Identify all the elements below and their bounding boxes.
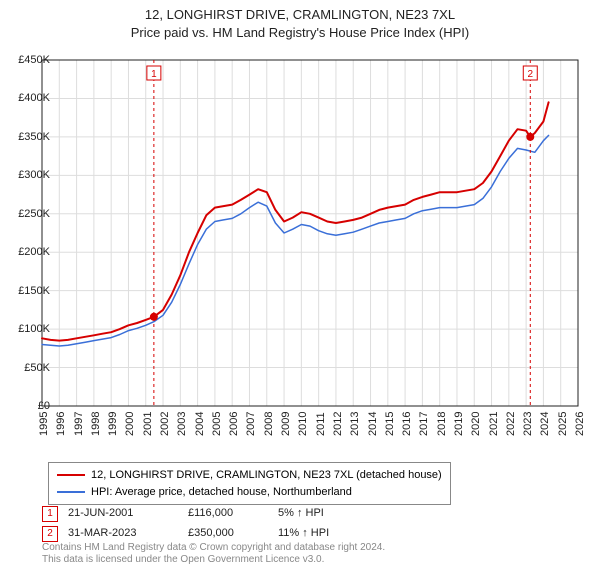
marker-box-1: 1 — [42, 506, 58, 522]
x-tick-label: 1995 — [38, 412, 50, 436]
y-tick-label: £250K — [18, 208, 50, 220]
marker-price-1: £116,000 — [188, 504, 268, 524]
y-tick-label: £0 — [38, 400, 50, 412]
legend-swatch-property — [57, 474, 85, 476]
x-tick-label: 1997 — [73, 412, 85, 436]
footer-line-1: Contains HM Land Registry data © Crown c… — [42, 542, 385, 554]
x-tick-label: 2012 — [332, 412, 344, 436]
x-tick-label: 2010 — [297, 412, 309, 436]
x-tick-label: 2013 — [349, 412, 361, 436]
y-tick-label: £350K — [18, 131, 50, 143]
marker-date-2: 31-MAR-2023 — [68, 524, 178, 544]
x-tick-label: 2000 — [124, 412, 136, 436]
chart-container: 12, LONGHIRST DRIVE, CRAMLINGTON, NE23 7… — [0, 6, 600, 566]
marker-table: 1 21-JUN-2001 £116,000 5% ↑ HPI 2 31-MAR… — [42, 504, 368, 544]
legend-item-hpi: HPI: Average price, detached house, Nort… — [57, 484, 442, 501]
y-tick-label: £50K — [24, 362, 50, 374]
x-tick-label: 2015 — [384, 412, 396, 436]
x-tick-label: 1996 — [55, 412, 67, 436]
x-tick-label: 2011 — [315, 412, 327, 436]
x-tick-label: 2019 — [453, 412, 465, 436]
x-tick-label: 2014 — [367, 412, 379, 436]
marker-box-2: 2 — [42, 526, 58, 542]
footer: Contains HM Land Registry data © Crown c… — [42, 542, 385, 566]
x-tick-label: 2017 — [418, 412, 430, 436]
title-line-2: Price paid vs. HM Land Registry's House … — [0, 24, 600, 42]
x-tick-label: 2025 — [557, 412, 569, 436]
svg-text:1: 1 — [151, 69, 157, 80]
legend-label-hpi: HPI: Average price, detached house, Nort… — [91, 484, 352, 501]
footer-line-2: This data is licensed under the Open Gov… — [42, 554, 385, 566]
x-tick-label: 2001 — [142, 412, 154, 436]
legend: 12, LONGHIRST DRIVE, CRAMLINGTON, NE23 7… — [48, 462, 451, 505]
x-tick-label: 1999 — [107, 412, 119, 436]
x-tick-label: 2021 — [488, 412, 500, 436]
x-tick-label: 2024 — [539, 412, 551, 436]
chart-title: 12, LONGHIRST DRIVE, CRAMLINGTON, NE23 7… — [0, 6, 600, 42]
title-line-1: 12, LONGHIRST DRIVE, CRAMLINGTON, NE23 7… — [0, 6, 600, 24]
x-tick-label: 2018 — [436, 412, 448, 436]
marker-date-1: 21-JUN-2001 — [68, 504, 178, 524]
x-tick-label: 2003 — [176, 412, 188, 436]
x-tick-label: 2007 — [245, 412, 257, 436]
legend-item-property: 12, LONGHIRST DRIVE, CRAMLINGTON, NE23 7… — [57, 467, 442, 484]
x-tick-label: 1998 — [90, 412, 102, 436]
y-tick-label: £400K — [18, 92, 50, 104]
x-tick-label: 2026 — [574, 412, 586, 436]
x-tick-label: 2022 — [505, 412, 517, 436]
x-tick-label: 2016 — [401, 412, 413, 436]
x-tick-label: 2005 — [211, 412, 223, 436]
x-tick-label: 2004 — [194, 412, 206, 436]
marker-price-2: £350,000 — [188, 524, 268, 544]
chart-svg: 12 — [38, 56, 584, 436]
x-tick-label: 2009 — [280, 412, 292, 436]
legend-label-property: 12, LONGHIRST DRIVE, CRAMLINGTON, NE23 7… — [91, 467, 442, 484]
y-tick-label: £450K — [18, 54, 50, 66]
marker-pct-1: 5% ↑ HPI — [278, 504, 368, 524]
marker-row-1: 1 21-JUN-2001 £116,000 5% ↑ HPI — [42, 504, 368, 524]
y-tick-label: £100K — [18, 323, 50, 335]
x-tick-label: 2006 — [228, 412, 240, 436]
x-tick-label: 2020 — [470, 412, 482, 436]
marker-pct-2: 11% ↑ HPI — [278, 524, 368, 544]
marker-row-2: 2 31-MAR-2023 £350,000 11% ↑ HPI — [42, 524, 368, 544]
x-tick-label: 2002 — [159, 412, 171, 436]
chart-area: 12 — [38, 56, 584, 436]
y-tick-label: £200K — [18, 246, 50, 258]
y-tick-label: £300K — [18, 169, 50, 181]
svg-text:2: 2 — [527, 69, 533, 80]
legend-swatch-hpi — [57, 491, 85, 493]
x-tick-label: 2023 — [522, 412, 534, 436]
x-tick-label: 2008 — [263, 412, 275, 436]
y-tick-label: £150K — [18, 285, 50, 297]
